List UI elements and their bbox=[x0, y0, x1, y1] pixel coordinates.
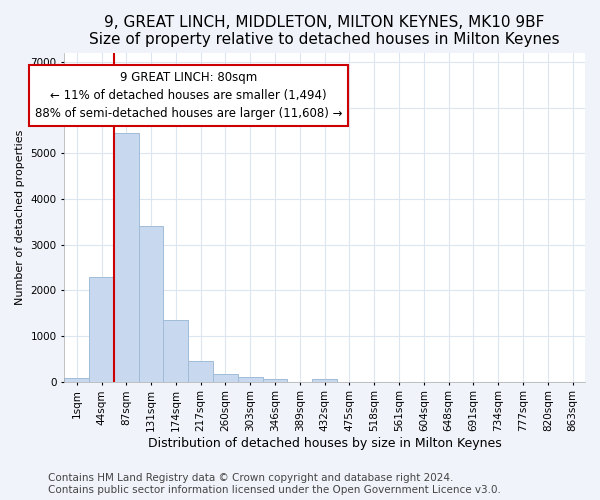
Bar bbox=[213, 374, 238, 382]
Bar bbox=[114, 132, 139, 382]
Bar bbox=[238, 377, 263, 382]
X-axis label: Distribution of detached houses by size in Milton Keynes: Distribution of detached houses by size … bbox=[148, 437, 502, 450]
Text: 9 GREAT LINCH: 80sqm
← 11% of detached houses are smaller (1,494)
88% of semi-de: 9 GREAT LINCH: 80sqm ← 11% of detached h… bbox=[35, 71, 342, 120]
Bar bbox=[64, 378, 89, 382]
Bar bbox=[163, 320, 188, 382]
Bar bbox=[263, 380, 287, 382]
Y-axis label: Number of detached properties: Number of detached properties bbox=[15, 130, 25, 305]
Bar bbox=[188, 361, 213, 382]
Text: Contains HM Land Registry data © Crown copyright and database right 2024.
Contai: Contains HM Land Registry data © Crown c… bbox=[48, 474, 501, 495]
Bar bbox=[312, 380, 337, 382]
Bar bbox=[139, 226, 163, 382]
Bar bbox=[89, 276, 114, 382]
Title: 9, GREAT LINCH, MIDDLETON, MILTON KEYNES, MK10 9BF
Size of property relative to : 9, GREAT LINCH, MIDDLETON, MILTON KEYNES… bbox=[89, 15, 560, 48]
